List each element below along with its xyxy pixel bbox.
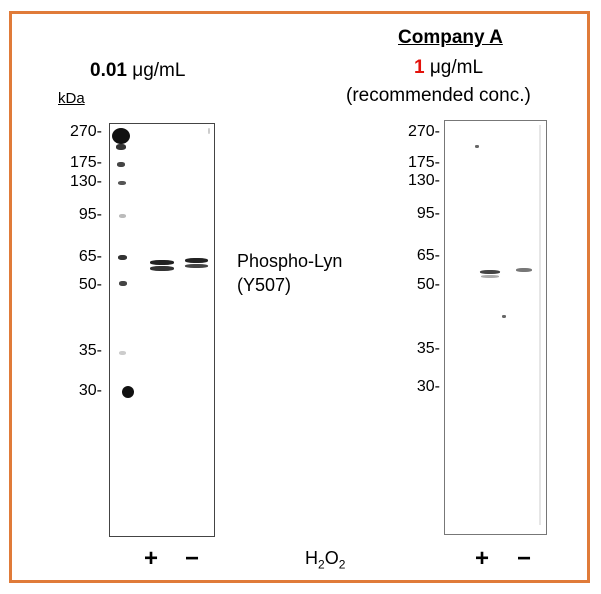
right-blot-image	[444, 120, 547, 535]
ladder-band-95	[119, 214, 126, 218]
right-marker-35: 35-	[416, 340, 440, 357]
target-line2: (Y507)	[237, 275, 292, 295]
left-lane-plus: +	[144, 545, 159, 572]
treatment-sub-1: 2	[318, 557, 325, 572]
right-band-plus-lower	[481, 275, 499, 278]
right-lane-minus: −	[517, 545, 532, 572]
right-marker-30: 30-	[416, 378, 440, 395]
right-marker-175: 175-	[407, 154, 440, 171]
company-label: Company A	[398, 27, 503, 48]
right-lane-plus: +	[475, 545, 490, 572]
ladder-band-175	[117, 162, 125, 167]
ladder-band-30	[122, 386, 134, 398]
recommended-note: (recommended conc.)	[346, 85, 531, 106]
right-conc-unit: μg/mL	[424, 57, 484, 78]
right-marker-50: 50-	[416, 276, 440, 293]
band-plus-lower	[150, 266, 174, 271]
left-marker-35: 35-	[78, 342, 102, 359]
right-blot-spot-top	[475, 145, 479, 148]
left-lane-minus: −	[185, 545, 200, 572]
left-marker-175: 175-	[69, 154, 102, 171]
band-minus-upper	[185, 258, 208, 263]
left-conc-unit: μg/mL	[126, 60, 186, 81]
left-marker-65: 65-	[78, 248, 102, 265]
treatment-sub-2: 2	[338, 557, 346, 572]
right-marker-130: 130-	[407, 172, 440, 189]
right-blot-edge-smear	[539, 125, 541, 525]
left-blot-image	[109, 123, 215, 537]
ladder-band-35	[119, 351, 126, 355]
ladder-band-65	[118, 255, 127, 260]
right-marker-95: 95-	[416, 205, 440, 222]
ladder-smear	[116, 144, 126, 150]
left-marker-30: 30-	[78, 382, 102, 399]
left-marker-270: 270-	[69, 123, 102, 140]
blot-artifact	[208, 128, 210, 134]
kda-label: kDa	[58, 90, 85, 107]
treatment-o: O	[324, 548, 339, 568]
right-conc-value: 1	[414, 57, 425, 78]
left-marker-130: 130-	[69, 173, 102, 190]
left-marker-95: 95-	[78, 206, 102, 223]
treatment-label: H2O2	[305, 548, 345, 572]
left-concentration-label: 0.01 μg/mL	[90, 60, 185, 82]
right-marker-270: 270-	[407, 123, 440, 140]
target-line1: Phospho-Lyn	[237, 251, 343, 271]
right-marker-65: 65-	[416, 247, 440, 264]
target-label: Phospho-Lyn (Y507)	[237, 249, 342, 297]
ladder-band-50	[119, 281, 127, 286]
ladder-band-130	[118, 181, 126, 185]
band-minus-lower	[185, 264, 208, 268]
band-plus-upper	[150, 260, 174, 265]
right-band-minus	[516, 268, 532, 272]
left-conc-value: 0.01	[90, 60, 127, 81]
right-concentration-label: 1 μg/mL	[414, 57, 483, 79]
ladder-band-270	[112, 128, 130, 144]
left-marker-50: 50-	[78, 276, 102, 293]
treatment-h: H	[305, 548, 318, 568]
right-blot-spot-mid	[502, 315, 506, 318]
right-band-plus-upper	[480, 270, 500, 274]
